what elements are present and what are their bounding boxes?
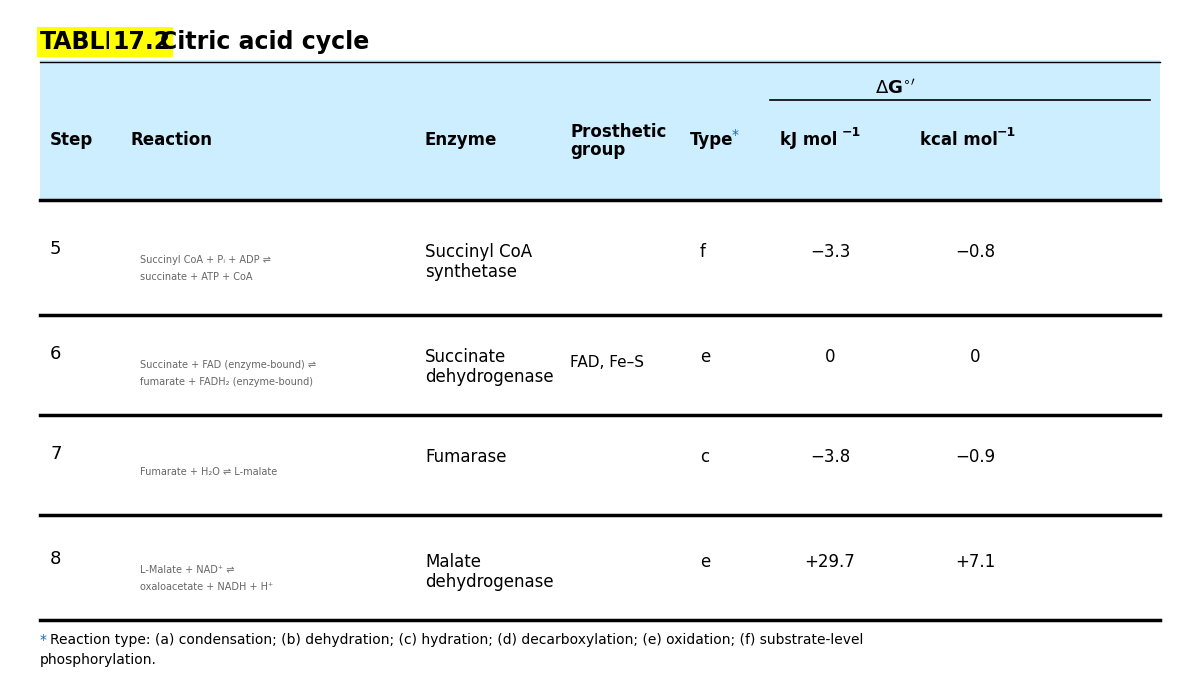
Text: FAD, Fe–S: FAD, Fe–S	[570, 355, 644, 370]
Text: Type: Type	[690, 131, 733, 149]
Text: succinate + ATP + CoA: succinate + ATP + CoA	[140, 272, 252, 282]
Text: −1: −1	[842, 125, 862, 139]
Text: Citric acid cycle: Citric acid cycle	[160, 30, 370, 54]
Text: *: *	[732, 128, 739, 142]
Text: *: *	[40, 633, 47, 647]
Text: c: c	[700, 448, 709, 466]
Text: Step: Step	[50, 131, 94, 149]
Text: Succinate: Succinate	[425, 348, 506, 366]
Text: e: e	[700, 553, 710, 571]
Text: L-Malate + NAD⁺ ⇌: L-Malate + NAD⁺ ⇌	[140, 565, 234, 575]
Text: 7: 7	[50, 445, 61, 463]
Text: Enzyme: Enzyme	[425, 131, 497, 149]
Text: dehydrogenase: dehydrogenase	[425, 573, 553, 591]
Text: Fumarate + H₂O ⇌ L-malate: Fumarate + H₂O ⇌ L-malate	[140, 467, 277, 477]
Text: Fumarase: Fumarase	[425, 448, 506, 466]
Text: 6: 6	[50, 345, 61, 363]
Text: e: e	[700, 348, 710, 366]
Text: 0: 0	[970, 348, 980, 366]
Text: 17.2: 17.2	[112, 30, 170, 54]
Text: Prosthetic: Prosthetic	[570, 123, 666, 141]
Text: f: f	[700, 243, 706, 261]
Text: +7.1: +7.1	[955, 553, 995, 571]
Bar	[40, 60, 1160, 200]
Text: phosphorylation.: phosphorylation.	[40, 653, 157, 667]
Text: 5: 5	[50, 240, 61, 258]
Text: oxaloacetate + NADH + H⁺: oxaloacetate + NADH + H⁺	[140, 582, 274, 592]
Text: fumarate + FADH₂ (enzyme-bound): fumarate + FADH₂ (enzyme-bound)	[140, 377, 313, 387]
Text: $\Delta$G$^{\circ\prime}$: $\Delta$G$^{\circ\prime}$	[875, 79, 916, 97]
Text: TABLE: TABLE	[40, 30, 121, 54]
Text: dehydrogenase: dehydrogenase	[425, 368, 553, 386]
Text: −3.8: −3.8	[810, 448, 850, 466]
Text: Reaction type: (a) condensation; (b) dehydration; (c) hydration; (d) decarboxyla: Reaction type: (a) condensation; (b) deh…	[50, 633, 863, 647]
Text: kcal mol: kcal mol	[920, 131, 998, 149]
Text: −0.9: −0.9	[955, 448, 995, 466]
Text: 0: 0	[824, 348, 835, 366]
Text: −1: −1	[997, 125, 1016, 139]
Text: Reaction: Reaction	[130, 131, 212, 149]
Text: kJ mol: kJ mol	[780, 131, 838, 149]
Text: synthetase: synthetase	[425, 263, 517, 281]
Text: 8: 8	[50, 550, 61, 568]
Text: −3.3: −3.3	[810, 243, 850, 261]
Text: +29.7: +29.7	[805, 553, 856, 571]
Text: Succinyl CoA + Pᵢ + ADP ⇌: Succinyl CoA + Pᵢ + ADP ⇌	[140, 255, 271, 265]
Text: group: group	[570, 141, 625, 159]
Text: Succinate + FAD (enzyme-bound) ⇌: Succinate + FAD (enzyme-bound) ⇌	[140, 360, 316, 370]
Text: Malate: Malate	[425, 553, 481, 571]
Text: Succinyl CoA: Succinyl CoA	[425, 243, 532, 261]
Text: −0.8: −0.8	[955, 243, 995, 261]
